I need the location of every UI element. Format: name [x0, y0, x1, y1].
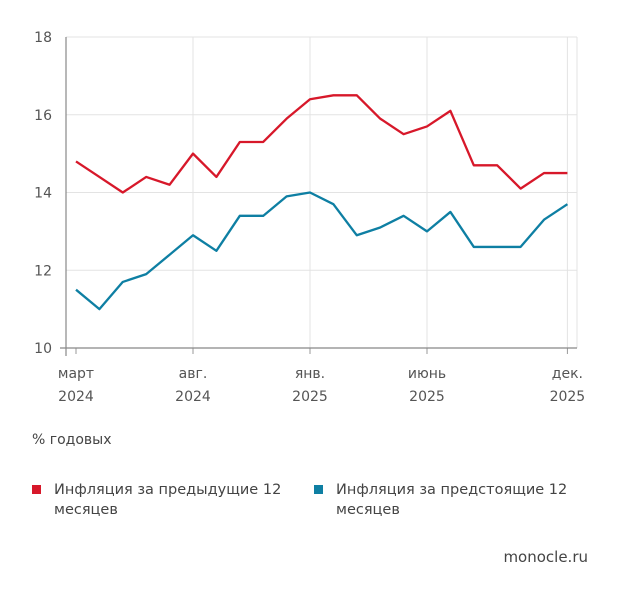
x-tick-label: март: [58, 366, 94, 382]
legend-swatch-red: [32, 485, 41, 494]
legend-item-upcoming: Инфляция за предстоящие 12 месяцев: [314, 480, 576, 520]
y-tick-label: 14: [34, 186, 52, 202]
x-tick-label: дек.: [552, 366, 583, 382]
legend-swatch-blue: [314, 485, 323, 494]
line-chart: 10 12 14 16 18 март 2024 авг. 2024 янв. 2025 июнь 20…: [34, 30, 586, 405]
x-tick-label: 2025: [550, 389, 586, 405]
y-tick-label: 18: [34, 30, 52, 46]
x-tick-label: авг.: [179, 366, 208, 382]
x-tick-label: 2024: [58, 389, 94, 405]
x-tick-label: июнь: [408, 366, 446, 382]
series-line-1: [75, 191, 569, 311]
legend-label: Инфляция за предыдущие 12 месяцев: [54, 482, 282, 518]
legend-item-previous: Инфляция за предыдущие 12 месяцев: [32, 480, 294, 520]
unit-label: % годовых: [32, 432, 112, 448]
y-tick-label: 12: [34, 263, 52, 279]
x-tick-label: 2024: [175, 389, 211, 405]
legend-label: Инфляция за предстоящие 12 месяцев: [336, 482, 568, 518]
x-tick-label: янв.: [295, 366, 325, 382]
y-tick-label: 16: [34, 108, 52, 124]
y-tick-label: 10: [34, 341, 52, 357]
series-line-0: [75, 94, 568, 194]
source-label: monocle.ru: [503, 548, 588, 566]
x-tick-label: 2025: [292, 389, 328, 405]
x-tick-label: 2025: [409, 389, 445, 405]
